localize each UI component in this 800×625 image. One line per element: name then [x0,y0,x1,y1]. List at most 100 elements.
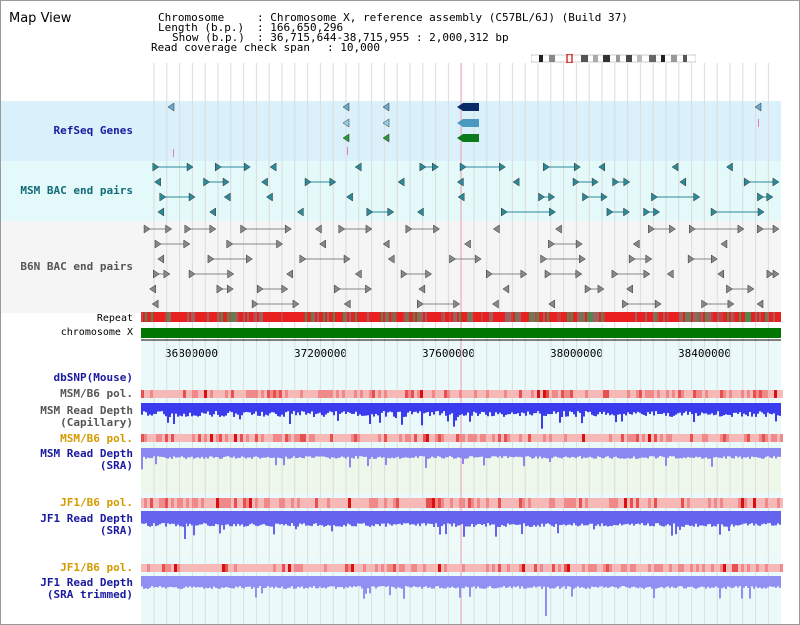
repeat-segment [655,312,657,322]
msm-bac-pair-end [600,192,608,202]
polymorphism-cell [639,390,642,398]
b6n-bac-pair-end [575,269,583,279]
jf1-depth-trim-bar [675,576,677,589]
msm-depth-capillary-bar [769,403,771,414]
msm-depth-capillary-bar [253,403,255,414]
track-label-msm-b6-pol-1[interactable]: MSM/B6 pol. [60,387,133,400]
polymorphism-cell [450,564,453,572]
track-label-jf1-depth-trim-1[interactable]: JF1 Read Depth [40,576,133,589]
msm-depth-sra-bar [207,448,209,459]
msm-depth-capillary-bar [671,403,673,417]
repeat-segment [429,312,431,322]
msm-depth-capillary-bar [153,403,155,414]
track-label-b6n-bac[interactable]: B6N BAC end pairs [20,260,133,273]
jf1-depth-trim-bar [639,576,641,588]
jf1-depth-sra-bar [689,511,691,527]
jf1-depth-trim-bar [387,576,389,587]
b6n-bac-pair-end [689,224,696,234]
msm-depth-capillary-bar [211,403,213,417]
msm-depth-sra-bar [237,448,239,458]
polymorphism-cell [225,434,228,442]
jf1-depth-sra-bar [331,511,333,532]
track-label-msm-depth-sra-1[interactable]: MSM Read Depth [40,447,133,460]
repeat-segment [475,312,477,322]
polymorphism-cell [303,498,306,508]
jf1-depth-sra-bar [687,511,689,525]
jf1-depth-sra-bar [621,511,623,526]
jf1-depth-sra-bar [305,511,307,526]
polymorphism-cell [525,498,528,508]
jf1-depth-sra-bar [661,511,663,527]
polymorphism-cell [213,564,216,572]
jf1-depth-trim-bar [505,576,507,589]
track-label-jf1-b6-pol-1[interactable]: JF1/B6 pol. [60,496,133,509]
polymorphism-cell [723,434,726,442]
jf1-depth-trim-bar [551,576,553,589]
track-label-jf1-depth-sra-1[interactable]: JF1 Read Depth [40,512,133,525]
track-label-msm-b6-pol-2[interactable]: MSM/B6 pol. [60,432,133,445]
track-label-jf1-b6-pol-2[interactable]: JF1/B6 pol. [60,561,133,574]
polymorphism-cell [519,390,522,398]
repeat-segment [717,312,719,322]
jf1-depth-sra-bar [255,511,257,526]
msm-depth-sra-bar [369,448,371,459]
polymorphism-cell [492,564,495,572]
polymorphism-cell [198,434,201,442]
polymorphism-cell [606,498,609,508]
msm-depth-capillary-bar [219,403,221,417]
jf1-depth-sra-bar [359,511,361,524]
jf1-depth-trim-bar [725,576,727,589]
jf1-depth-sra-bar [525,511,527,527]
msm-bac-pair-end [222,177,230,187]
msm-depth-sra-bar [323,448,325,457]
msm-depth-sra-bar [399,448,401,459]
msm-bac-pair-end [188,192,196,202]
chromosome-ideogram[interactable] [531,54,696,63]
track-label-msm-depth-cap-1[interactable]: MSM Read Depth [40,404,133,417]
jf1-depth-trim-bar [519,576,521,589]
jf1-depth-trim-bar [491,576,493,589]
msm-depth-capillary-bar [355,403,357,412]
msm-depth-capillary-bar [531,403,533,416]
polymorphism-cell [351,498,354,508]
repeat-segment [327,312,329,322]
jf1-depth-trim-bar [629,576,631,589]
msm-depth-sra-bar [637,448,639,459]
polymorphism-cell [342,390,345,398]
polymorphism-cell [708,498,711,508]
polymorphism-cell [705,498,708,508]
msm-depth-capillary-bar [183,403,185,414]
jf1-depth-trim-bar [587,576,589,588]
jf1-depth-trim-bar [651,576,653,589]
msm-depth-sra-bar [425,448,427,468]
track-label-refseq[interactable]: RefSeq Genes [53,124,133,137]
track-label-dbsnp[interactable]: dbSNP(Mouse) [53,371,133,384]
repeat-segment [749,312,751,322]
polymorphism-cell [681,434,684,442]
polymorphism-cell [666,498,669,508]
msm-depth-sra-bar [749,448,751,459]
repeat-segment [273,312,275,322]
polymorphism-cell [234,434,237,442]
msm-depth-sra-bar [729,448,731,457]
msm-depth-capillary-bar [557,403,559,413]
polymorphism-cell [324,390,327,398]
polymorphism-cell [765,564,768,572]
jf1-depth-sra-bar [329,511,331,526]
msm-depth-sra-bar [211,448,213,457]
repeat-segment [617,312,619,322]
repeat-segment [337,312,339,322]
jf1-depth-sra-bar [623,511,625,525]
track-label-msm-bac[interactable]: MSM BAC end pairs [20,184,133,197]
repeat-segment [755,312,757,322]
jf1-depth-trim-bar [175,576,177,588]
repeat-segment [223,312,225,322]
msm-depth-sra-bar [755,448,757,457]
polymorphism-cell [276,564,279,572]
polymorphism-cell [435,498,438,508]
jf1-depth-sra-bar [411,511,413,525]
repeat-segment [147,312,149,322]
jf1-depth-sra-bar [743,511,745,524]
polymorphism-cell [393,390,396,398]
